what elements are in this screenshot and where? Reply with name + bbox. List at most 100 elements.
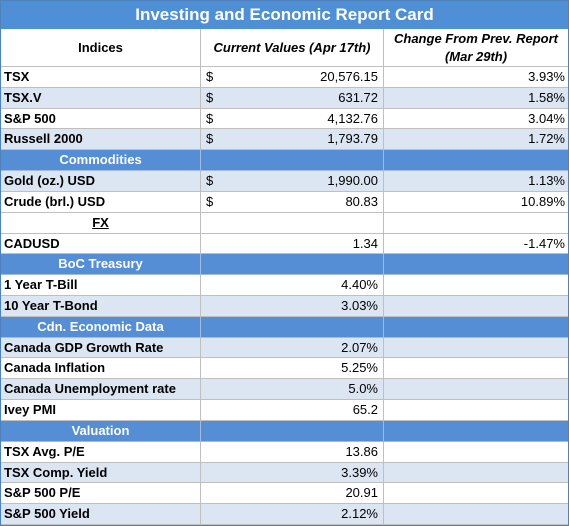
change-value — [384, 338, 568, 359]
cell — [201, 254, 384, 276]
current-value: 3.39% — [201, 462, 384, 484]
header-cell: Change From Prev. Report (Mar 29th) — [384, 29, 568, 67]
current-value: 3.03% — [201, 296, 384, 317]
index-label: Ivey PMI — [1, 400, 201, 421]
data-row: Russell 2000 1,793.79 $1.72% — [1, 129, 568, 151]
data-row: 1 Year T-Bill 4.40% — [1, 275, 568, 296]
section-row: Valuation — [1, 420, 568, 442]
index-label: TSX.V — [1, 87, 201, 109]
index-label: S&P 500 — [1, 108, 201, 130]
data-row: FX — [1, 212, 568, 234]
change-value: 1.13% — [384, 171, 568, 192]
cell — [201, 150, 384, 172]
current-value: 1,990.00 $ — [201, 171, 384, 192]
section-label: Valuation — [1, 420, 201, 442]
index-label: Crude (brl.) USD — [1, 191, 201, 213]
data-row: Canada Unemployment rate 5.0% — [1, 379, 568, 401]
cell — [384, 213, 568, 234]
header-cell: Current Values (Apr 17th) — [201, 29, 384, 67]
index-label: Canada Inflation — [1, 358, 201, 380]
change-value — [384, 379, 568, 401]
data-row: TSX Avg. P/E 13.86 — [1, 441, 568, 463]
index-label: Russell 2000 — [1, 129, 201, 151]
currency-symbol: $ — [206, 193, 214, 209]
current-value: 80.83 $ — [201, 191, 384, 213]
current-value: 4.40% — [201, 275, 384, 296]
change-value — [384, 463, 568, 484]
index-label: TSX — [1, 67, 201, 88]
data-row: CADUSD 1.34 -1.47% — [1, 233, 568, 255]
cell — [384, 317, 568, 338]
change-value: 10.89% — [384, 192, 568, 213]
index-label: 1 Year T-Bill — [1, 275, 201, 296]
index-label: S&P 500 P/E — [1, 483, 201, 505]
data-row: S&P 500 4,132.76 $3.04% — [1, 108, 568, 130]
current-value: 13.86 — [201, 441, 384, 463]
section-row: Cdn. Economic Data — [1, 316, 568, 338]
section-label: BoC Treasury — [1, 254, 201, 276]
change-value — [384, 400, 568, 421]
cell — [201, 316, 384, 338]
index-label: TSX Comp. Yield — [1, 462, 201, 484]
section-row: Commodities — [1, 150, 568, 172]
current-value: 5.0% — [201, 379, 384, 401]
index-label: Gold (oz.) USD — [1, 171, 201, 192]
cell — [384, 254, 568, 276]
cell — [384, 150, 568, 172]
change-value — [384, 483, 568, 505]
group-label: FX — [1, 212, 201, 234]
header-row: Indices Current Values (Apr 17th) Change F… — [1, 29, 568, 67]
data-row: 10 Year T-Bond 3.03% — [1, 296, 568, 317]
index-label: CADUSD — [1, 233, 201, 255]
change-value — [384, 275, 568, 296]
change-value: 1.58% — [384, 88, 568, 109]
change-value — [384, 358, 568, 380]
currency-symbol: $ — [206, 110, 214, 126]
change-value: 1.72% — [384, 129, 568, 151]
change-value: 3.93% — [384, 67, 568, 88]
change-value: 3.04% — [384, 109, 568, 130]
data-row: TSX 20,576.15 $3.93% — [1, 67, 568, 88]
current-value: 4,132.76 $ — [201, 108, 384, 130]
change-value — [384, 504, 568, 525]
current-value: 1.34 — [201, 233, 384, 255]
current-value: 2.07% — [201, 337, 384, 359]
data-row: S&P 500 P/E 20.91 — [1, 483, 568, 505]
change-value — [384, 442, 568, 463]
section-row: BoC Treasury — [1, 254, 568, 276]
current-value: 65.2 — [201, 400, 384, 421]
current-value: 631.72 $ — [201, 87, 384, 109]
current-value: 2.12% — [201, 504, 384, 525]
header-cell: Indices — [1, 29, 201, 67]
data-row: Crude (brl.) USD 80.83 $10.89% — [1, 191, 568, 213]
data-row: S&P 500 Yield 2.12% — [1, 504, 568, 525]
cell — [201, 420, 384, 442]
title: Investing and Economic Report Card — [1, 1, 568, 29]
index-label: 10 Year T-Bond — [1, 296, 201, 317]
index-label: S&P 500 Yield — [1, 504, 201, 525]
change-value — [384, 296, 568, 317]
section-label: Cdn. Economic Data — [1, 316, 201, 338]
data-row: Ivey PMI 65.2 — [1, 400, 568, 421]
data-row: TSX Comp. Yield 3.39% — [1, 462, 568, 484]
currency-symbol: $ — [206, 89, 214, 105]
current-value: 1,793.79 $ — [201, 129, 384, 151]
current-value: 20.91 — [201, 483, 384, 505]
cell — [201, 212, 384, 234]
currency-symbol: $ — [206, 173, 214, 189]
section-label: Commodities — [1, 150, 201, 172]
change-value: -1.47% — [384, 234, 568, 255]
data-row: TSX.V 631.72 $1.58% — [1, 87, 568, 109]
index-label: Canada GDP Growth Rate — [1, 337, 201, 359]
current-value: 20,576.15 $ — [201, 67, 384, 88]
current-value: 5.25% — [201, 358, 384, 380]
data-row: Canada Inflation 5.25% — [1, 358, 568, 380]
cell — [384, 421, 568, 442]
data-row: Canada GDP Growth Rate 2.07% — [1, 337, 568, 359]
index-label: TSX Avg. P/E — [1, 441, 201, 463]
currency-symbol: $ — [206, 69, 214, 84]
index-label: Canada Unemployment rate — [1, 379, 201, 401]
currency-symbol: $ — [206, 131, 214, 147]
data-row: Gold (oz.) USD 1,990.00 $1.13% — [1, 171, 568, 192]
